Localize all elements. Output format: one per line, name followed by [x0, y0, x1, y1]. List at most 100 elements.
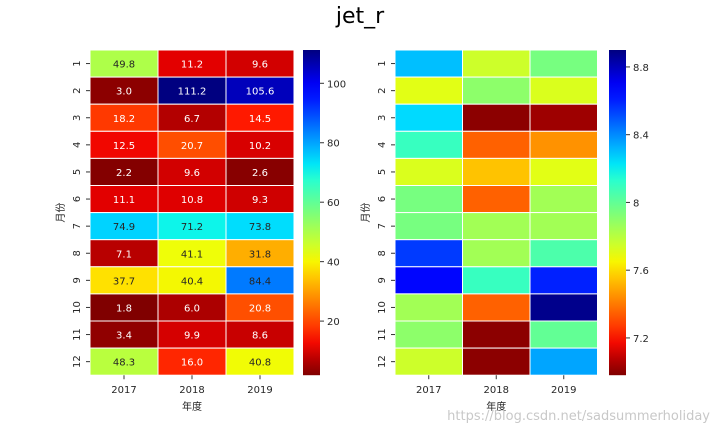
colorbar-tick-label: 8.4 [633, 131, 649, 142]
heatmap-cell [157, 185, 227, 214]
cell-value-label: 2.6 [252, 168, 268, 179]
x-tick-label: 2017 [111, 385, 136, 396]
heatmap-cell [394, 293, 463, 322]
colorbar [609, 50, 626, 376]
watermark: https://blog.csdn.net/sadsummerholiday [447, 409, 710, 424]
heatmap-cell [462, 103, 531, 132]
x-tick-label: 2017 [416, 385, 441, 396]
cell-value-label: 105.6 [246, 87, 275, 98]
heatmap-cell [157, 157, 227, 186]
y-tick-label: 6 [377, 196, 388, 202]
heatmap-cell [394, 49, 463, 78]
cell-value-label: 111.2 [178, 87, 207, 98]
heatmap-cell [529, 76, 598, 105]
heatmap-cell [89, 266, 159, 295]
heatmap-cell [157, 293, 227, 322]
colorbar-tick-label: 100 [327, 79, 346, 90]
colorbar-tick-label: 20 [327, 317, 340, 328]
y-tick-label: 12 [377, 355, 388, 368]
heatmap-cell [462, 185, 531, 214]
heatmap-cell [462, 212, 531, 241]
heatmap-cell [462, 157, 531, 186]
colorbar [303, 50, 320, 376]
heatmap-cell [225, 347, 295, 376]
y-tick-label: 1 [377, 60, 388, 66]
heatmap-panel-1: 49.8 11.2 9.6 3.0 111.2 105.6 18.2 6.7 14.5 12.5 2… [55, 49, 346, 413]
colorbar-tick-label: 7.2 [633, 334, 649, 345]
heatmap-cell [462, 320, 531, 349]
cell-value-label: 73.8 [249, 222, 271, 233]
cell-value-label: 37.7 [113, 276, 135, 287]
cell-value-label: 7.1 [116, 249, 132, 260]
colorbar-tick-label: 80 [327, 139, 340, 150]
heatmap-cell [394, 266, 463, 295]
cell-value-label: 9.6 [252, 60, 268, 71]
y-tick-label: 12 [72, 355, 83, 368]
y-tick-label: 11 [72, 328, 83, 341]
y-axis-label: 月份 [360, 203, 372, 223]
heatmap-cell [529, 103, 598, 132]
colorbar-tick-label: 7.6 [633, 266, 649, 277]
heatmap-cell [529, 212, 598, 241]
heatmap-cell [462, 266, 531, 295]
heatmap-cell [394, 157, 463, 186]
heatmap-cell [462, 347, 531, 376]
heatmap-cell [225, 239, 295, 268]
cell-value-label: 31.8 [249, 249, 271, 260]
heatmap-cell [529, 130, 598, 159]
y-tick-label: 10 [377, 301, 388, 314]
heatmap-cell [225, 103, 295, 132]
cell-value-label: 3.0 [116, 87, 132, 98]
y-axis-label: 月份 [55, 203, 67, 223]
cell-value-label: 10.2 [249, 141, 271, 152]
y-tick-label: 8 [377, 250, 388, 256]
y-tick-label: 5 [377, 169, 388, 175]
heatmap-cell [529, 266, 598, 295]
y-tick-label: 6 [72, 196, 83, 202]
y-tick-label: 3 [377, 115, 388, 121]
heatmap-cell [394, 320, 463, 349]
cell-value-label: 16.0 [181, 358, 203, 369]
cell-value-label: 8.6 [252, 331, 268, 342]
y-tick-label: 9 [72, 277, 83, 283]
y-tick-label: 2 [377, 87, 388, 93]
y-tick-label: 7 [72, 223, 83, 229]
heatmap-cell [394, 130, 463, 159]
heatmap-cell [529, 49, 598, 78]
heatmap-cell [529, 347, 598, 376]
colorbar-tick-label: 8.8 [633, 63, 649, 74]
cell-value-label: 20.8 [249, 303, 271, 314]
cell-value-label: 9.3 [252, 195, 268, 206]
cell-value-label: 49.8 [113, 60, 135, 71]
cell-value-label: 6.0 [184, 303, 200, 314]
y-tick-label: 5 [72, 169, 83, 175]
y-tick-label: 11 [377, 328, 388, 341]
y-tick-label: 4 [377, 142, 388, 148]
heatmap-cell [225, 266, 295, 295]
y-tick-label: 2 [72, 87, 83, 93]
x-tick-label: 2018 [484, 385, 509, 396]
x-axis-label: 年度 [182, 400, 202, 413]
heatmap-cell [157, 103, 227, 132]
heatmap-cell [394, 239, 463, 268]
heatmap-cell [225, 130, 295, 159]
cell-value-label: 3.4 [116, 331, 132, 342]
colorbar-tick-label: 40 [327, 258, 340, 269]
heatmap-cell [225, 157, 295, 186]
cell-value-label: 9.9 [184, 331, 200, 342]
x-axis-label: 年度 [486, 400, 506, 413]
cell-value-label: 2.2 [116, 168, 132, 179]
cell-value-label: 1.8 [116, 303, 132, 314]
heatmap-cell [225, 212, 295, 241]
y-tick-label: 3 [72, 115, 83, 121]
cell-value-label: 40.4 [181, 276, 203, 287]
y-tick-label: 8 [72, 250, 83, 256]
heatmap-cell [462, 293, 531, 322]
y-tick-label: 7 [377, 223, 388, 229]
cell-value-label: 9.6 [184, 168, 200, 179]
heatmap-cell [225, 293, 295, 322]
cell-value-label: 6.7 [184, 114, 200, 125]
heatmap-cell [394, 347, 463, 376]
